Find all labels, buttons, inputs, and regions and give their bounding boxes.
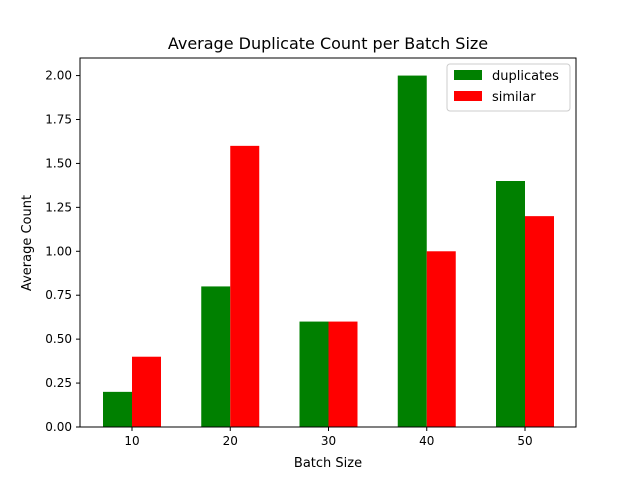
legend: duplicates similar <box>446 63 571 112</box>
bar-similar-30 <box>328 321 358 427</box>
legend-swatch-similar <box>454 91 482 101</box>
y-tick-label: 1.25 <box>45 200 72 214</box>
legend-swatch-duplicates <box>454 70 482 80</box>
bar-similar-10 <box>132 356 161 427</box>
y-tick-label: 1.00 <box>45 244 72 258</box>
y-tick-label: 1.75 <box>45 113 72 127</box>
bar-similar-50 <box>525 216 554 427</box>
x-tick-label: 50 <box>517 434 532 448</box>
bar-duplicates-10 <box>103 391 132 427</box>
bar-duplicates-20 <box>201 286 231 427</box>
x-tick-label: 40 <box>419 434 434 448</box>
legend-label-similar: similar <box>492 90 536 105</box>
x-tick-label: 20 <box>223 434 238 448</box>
bar-similar-20 <box>230 145 260 427</box>
y-tick-label: 0.50 <box>45 332 72 346</box>
bar-similar-40 <box>426 251 456 427</box>
bars-layer <box>103 75 554 428</box>
bar-duplicates-40 <box>397 75 427 428</box>
y-tick-label: 1.50 <box>45 156 72 170</box>
y-tick-label: 0.75 <box>45 288 72 302</box>
y-axis-label: Average Count <box>20 195 35 291</box>
y-tick-label: 0.00 <box>45 420 72 434</box>
legend-label-duplicates: duplicates <box>492 69 559 84</box>
bar-duplicates-50 <box>496 181 525 427</box>
y-tick-label: 2.00 <box>45 69 72 83</box>
x-tick-label: 30 <box>321 434 336 448</box>
axes-layer: 0.00 0.25 0.50 0.75 1.00 1.25 1.50 1.75 2.00 10 20… <box>45 57 577 448</box>
y-tick-label: 0.25 <box>45 376 72 390</box>
x-tick-label: 10 <box>124 434 139 448</box>
bar-duplicates-30 <box>299 321 329 427</box>
chart-title: Average Duplicate Count per Batch Size <box>168 34 488 53</box>
x-axis-label: Batch Size <box>294 456 362 471</box>
